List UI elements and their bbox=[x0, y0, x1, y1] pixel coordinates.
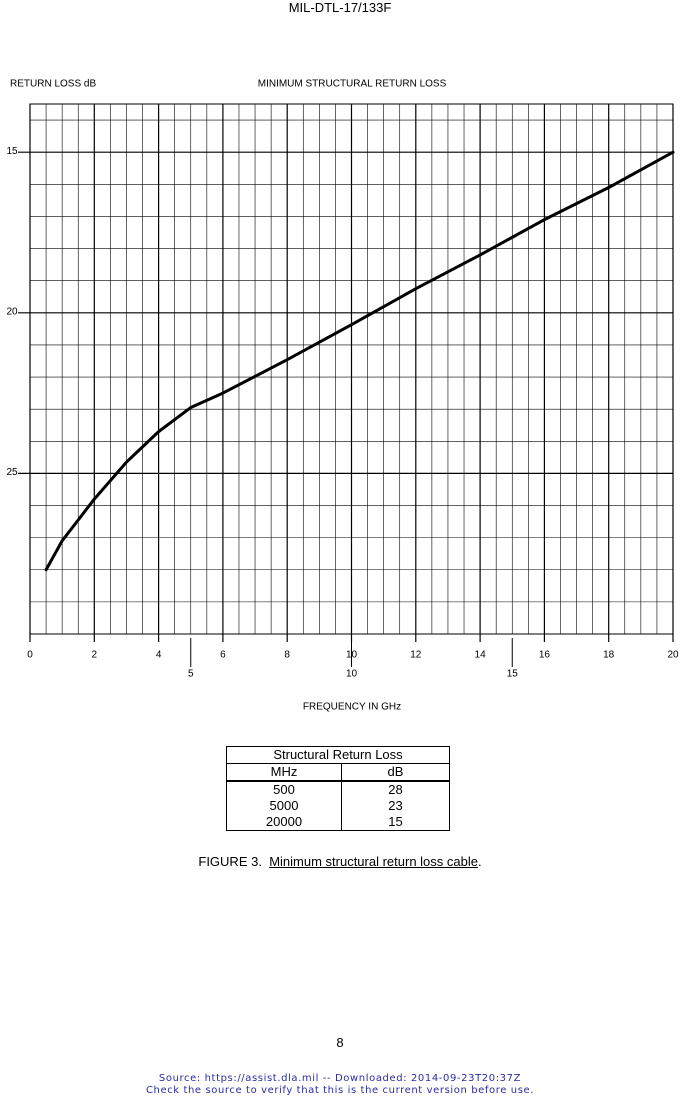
x-tick2-label: 10 bbox=[346, 669, 358, 680]
x-tick-label: 0 bbox=[27, 650, 33, 661]
x-tick-label: 6 bbox=[220, 650, 226, 661]
table-cell: 15 bbox=[341, 814, 450, 831]
y-tick-label: 15 bbox=[6, 146, 18, 157]
x-tick2-label: 5 bbox=[188, 669, 194, 680]
x-tick-label: 20 bbox=[667, 650, 679, 661]
x-axis-label: FREQUENCY IN GHz bbox=[303, 702, 401, 713]
x-tick2-label: 15 bbox=[507, 669, 519, 680]
data-line bbox=[44, 150, 675, 572]
footer-line: Check the source to verify that this is … bbox=[145, 1085, 535, 1096]
table-cell: 5000 bbox=[226, 798, 342, 814]
caption-text: Minimum structural return loss cable bbox=[269, 854, 478, 869]
page-number: 8 bbox=[336, 1035, 344, 1050]
table-wrap: Structural Return Loss MHz dB 500 28 5000 2… bbox=[226, 746, 450, 831]
y-tick-label: 20 bbox=[6, 306, 18, 317]
doc-header: MIL-DTL-17/133F bbox=[288, 0, 392, 15]
table-cell: 20000 bbox=[226, 814, 342, 831]
x-tick-label: 16 bbox=[539, 650, 551, 661]
x-tick-label: 4 bbox=[156, 650, 162, 661]
x-tick-label: 18 bbox=[603, 650, 615, 661]
x-tick-label: 2 bbox=[92, 650, 98, 661]
x-tick-label: 12 bbox=[410, 650, 422, 661]
table-header: dB bbox=[341, 763, 450, 782]
table-cell: 500 bbox=[226, 780, 342, 798]
caption-label: FIGURE 3. bbox=[198, 854, 262, 869]
y-tick-label: 25 bbox=[6, 467, 18, 478]
x-tick-label: 8 bbox=[284, 650, 290, 661]
caption-end: . bbox=[477, 854, 482, 869]
table-title: Structural Return Loss bbox=[226, 746, 450, 764]
caption: FIGURE 3. Minimum structural return loss… bbox=[0, 854, 680, 869]
table-cell: 28 bbox=[341, 780, 450, 798]
footer-line: Source: https://assist.dla.mil -- Downlo… bbox=[158, 1073, 522, 1084]
x-tick-label: 14 bbox=[475, 650, 487, 661]
table: Structural Return Loss MHz dB 500 28 5000 2… bbox=[226, 746, 450, 831]
chart: RETURN LOSS dB MINIMUM STRUCTURAL RETURN… bbox=[6, 79, 679, 713]
table-cell: 23 bbox=[341, 798, 450, 814]
table-header: MHz bbox=[226, 763, 342, 782]
chart-title: MINIMUM STRUCTURAL RETURN LOSS bbox=[258, 79, 447, 90]
y-axis-label: RETURN LOSS dB bbox=[10, 79, 96, 90]
